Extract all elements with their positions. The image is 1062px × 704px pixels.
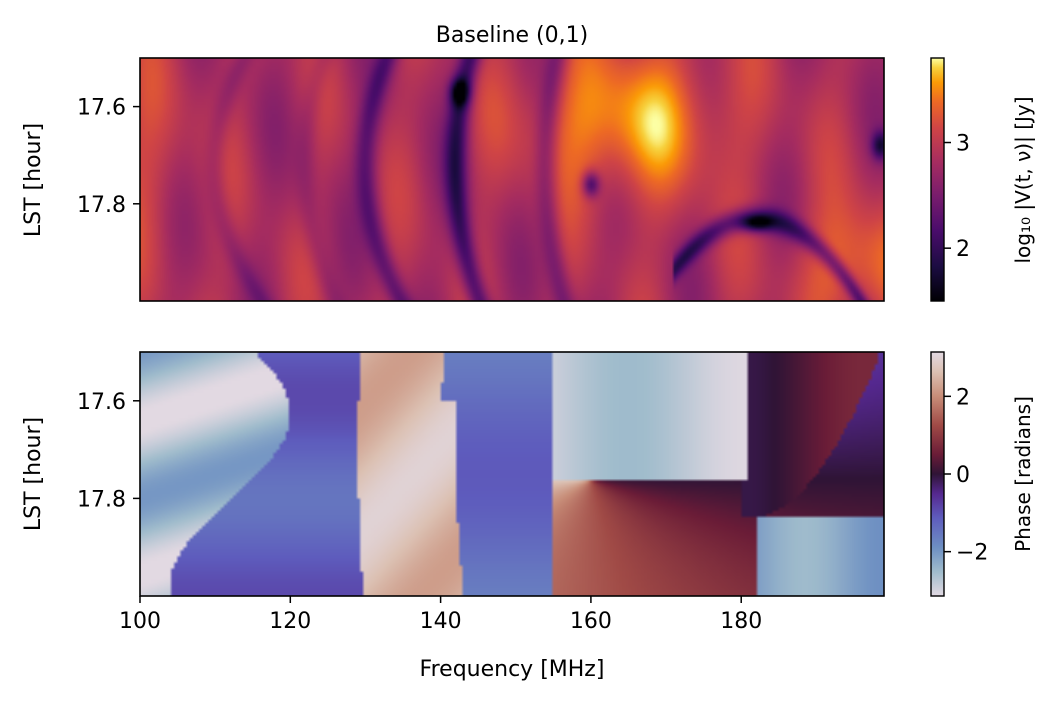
magnitude-colorbar-tick-label: 2 — [956, 237, 970, 262]
bottom-ylabel: LST [hour] — [21, 417, 46, 531]
bottom-x-tick-label: 160 — [570, 609, 612, 634]
magnitude-colorbar-tick-label: 3 — [956, 132, 970, 157]
bottom-x-tick-label: 140 — [420, 609, 462, 634]
magnitude-heatmap — [140, 58, 884, 301]
phase-colorbar-tick-label: −2 — [956, 541, 988, 566]
top-y-tick-label: 17.8 — [77, 193, 126, 218]
phase-colorbar-tick-label: 2 — [956, 385, 970, 410]
magnitude-colorbar-frame — [930, 57, 945, 302]
magnitude-colorbar-ticks: 23 — [944, 132, 970, 262]
magnitude-colorbar — [931, 58, 944, 301]
phase-colorbar-ticks: −2 0 2 — [944, 385, 988, 566]
magnitude-colorbar-label: log₁₀ |V(t, ν)| [Jy] — [1011, 96, 1035, 263]
top-y-ticks: 17.6 17.8 — [77, 96, 140, 218]
bottom-x-tick-label: 180 — [720, 609, 762, 634]
bottom-x-tick-label: 100 — [119, 609, 161, 634]
bottom-y-tick-label: 17.8 — [77, 487, 126, 512]
phase-colorbar-label: Phase [radians] — [1011, 396, 1035, 552]
top-plot-frame — [139, 57, 885, 302]
bottom-y-tick-label: 17.6 — [77, 390, 126, 415]
bottom-plot-frame — [139, 351, 885, 597]
top-title: Baseline (0,1) — [436, 23, 588, 48]
phase-colorbar — [931, 352, 944, 596]
bottom-xlabel: Frequency [MHz] — [420, 657, 605, 682]
bottom-x-tick-label: 120 — [269, 609, 311, 634]
bottom-y-ticks: 17.6 17.8 — [77, 390, 140, 512]
phase-colorbar-tick-label: 0 — [956, 463, 970, 488]
bottom-x-ticks: 100 120 140 160 180 — [119, 596, 762, 634]
top-ylabel: LST [hour] — [21, 123, 46, 237]
top-y-tick-label: 17.6 — [77, 96, 126, 121]
phase-heatmap — [140, 352, 884, 596]
